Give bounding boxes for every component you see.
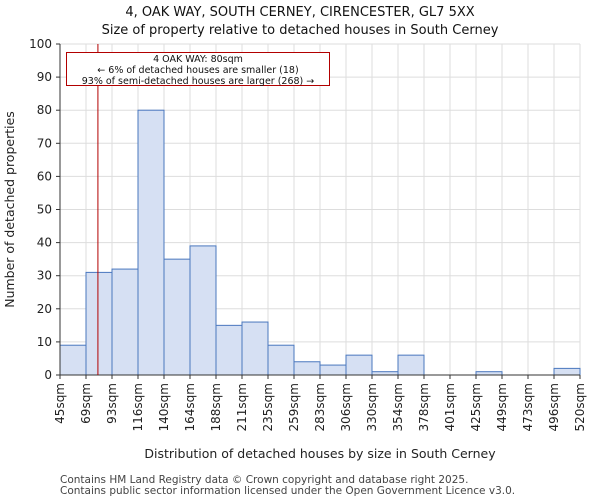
x-tick-label: 235sqm — [261, 383, 275, 431]
x-tick-label: 473sqm — [521, 383, 535, 431]
chart-title: 4, OAK WAY, SOUTH CERNEY, CIRENCESTER, G… — [125, 5, 475, 20]
x-tick-label: 354sqm — [391, 383, 405, 431]
y-tick-label: 50 — [37, 203, 52, 217]
histogram-bar — [111, 268, 139, 376]
annotation-line-1: 4 OAK WAY: 80sqm — [153, 54, 243, 65]
x-axis-label: Distribution of detached houses by size … — [144, 446, 496, 461]
y-tick-label: 80 — [37, 103, 52, 117]
annotation-line-2: ← 6% of detached houses are smaller (18) — [97, 65, 299, 76]
x-tick-label: 496sqm — [547, 383, 561, 431]
histogram-bar — [85, 271, 113, 376]
y-tick-label: 60 — [37, 169, 52, 183]
histogram-bar — [215, 324, 243, 376]
histogram-bar — [137, 109, 165, 376]
histogram-bar — [293, 361, 321, 376]
x-tick-label: 401sqm — [443, 383, 457, 431]
y-tick-label: 40 — [37, 236, 52, 250]
y-tick-label: 70 — [37, 136, 52, 150]
histogram-bar — [345, 354, 373, 376]
property-annotation-box: 4 OAK WAY: 80sqm ← 6% of detached houses… — [66, 52, 330, 87]
x-tick-label: 283sqm — [313, 383, 327, 431]
x-tick-label: 520sqm — [573, 383, 587, 431]
x-tick-label: 449sqm — [495, 383, 509, 431]
histogram-bar — [319, 364, 347, 376]
x-tick-label: 140sqm — [157, 383, 171, 431]
y-tick-label: 0 — [44, 368, 52, 382]
x-tick-label: 425sqm — [469, 383, 483, 431]
histogram-bar — [553, 367, 581, 376]
x-tick-label: 69sqm — [79, 383, 93, 424]
annotation-line-3: 93% of semi-detached houses are larger (… — [81, 76, 315, 87]
footer-line-2: Contains public sector information licen… — [60, 485, 516, 497]
x-tick-label: 93sqm — [105, 383, 119, 424]
x-tick-label: 45sqm — [53, 383, 67, 424]
chart-subtitle: Size of property relative to detached ho… — [101, 23, 499, 38]
x-tick-label: 211sqm — [235, 383, 249, 431]
histogram-bar — [163, 258, 191, 376]
y-axis-label: Number of detached properties — [2, 111, 17, 308]
x-tick-label: 306sqm — [339, 383, 353, 431]
x-tick-label: 188sqm — [209, 383, 223, 431]
histogram-bar — [397, 354, 425, 376]
footer-line-1: Contains HM Land Registry data © Crown c… — [60, 474, 469, 486]
x-tick-label: 330sqm — [365, 383, 379, 431]
x-tick-label: 116sqm — [131, 383, 145, 431]
y-tick-label: 90 — [37, 70, 52, 84]
x-tick-label: 378sqm — [417, 383, 431, 431]
histogram-bar — [59, 344, 87, 376]
y-tick-label: 100 — [29, 37, 52, 51]
y-tick-label: 10 — [37, 335, 52, 349]
y-tick-label: 30 — [37, 269, 52, 283]
x-tick-label: 164sqm — [183, 383, 197, 431]
x-tick-label: 259sqm — [287, 383, 301, 431]
histogram-bar — [189, 245, 217, 376]
y-tick-label: 20 — [37, 302, 52, 316]
histogram-bar — [241, 321, 269, 376]
histogram-bar — [267, 344, 295, 376]
